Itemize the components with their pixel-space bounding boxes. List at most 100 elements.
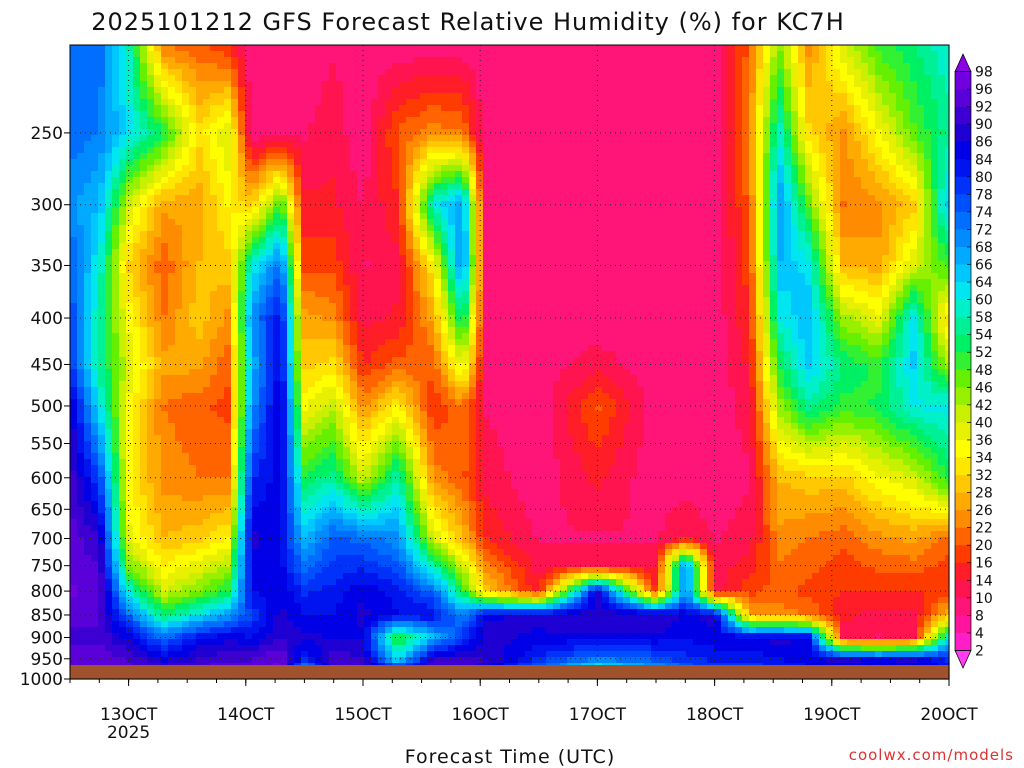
heatmap-cell (854, 243, 862, 250)
heatmap-cell (714, 225, 722, 232)
heatmap-cell (861, 63, 869, 70)
heatmap-cell (784, 147, 792, 154)
heatmap-cell (350, 267, 358, 274)
heatmap-cell (210, 243, 218, 250)
heatmap-cell (637, 195, 645, 202)
heatmap-cell (763, 219, 771, 226)
heatmap-cell (917, 51, 925, 58)
heatmap-cell (861, 213, 869, 220)
heatmap-cell (770, 195, 778, 202)
heatmap-cell (399, 135, 407, 142)
heatmap-cell (623, 63, 631, 70)
heatmap-cell (742, 273, 750, 280)
heatmap-cell (791, 111, 799, 118)
heatmap-cell (938, 129, 946, 136)
heatmap-cell (140, 165, 148, 172)
heatmap-cell (385, 189, 393, 196)
heatmap-cell (308, 87, 316, 94)
heatmap-cell (161, 45, 169, 52)
heatmap-cell (413, 153, 421, 160)
heatmap-cell (805, 183, 813, 190)
heatmap-cell (721, 57, 729, 64)
heatmap-cell (686, 201, 694, 208)
heatmap-cell (322, 99, 330, 106)
heatmap-cell (791, 123, 799, 130)
heatmap-cell (98, 129, 106, 136)
heatmap-cell (182, 141, 190, 148)
heatmap-cell (378, 219, 386, 226)
heatmap-cell (210, 81, 218, 88)
heatmap-cell (287, 165, 295, 172)
heatmap-cell (812, 195, 820, 202)
heatmap-cell (252, 237, 260, 244)
heatmap-cell (301, 267, 309, 274)
heatmap-cell (812, 99, 820, 106)
heatmap-cell (357, 81, 365, 88)
heatmap-cell (434, 123, 442, 130)
heatmap-cell (728, 171, 736, 178)
heatmap-cell (427, 261, 435, 268)
heatmap-cell (826, 183, 834, 190)
heatmap-cell (126, 45, 134, 52)
heatmap-cell (483, 87, 491, 94)
heatmap-cell (798, 63, 806, 70)
heatmap-cell (595, 165, 603, 172)
heatmap-cell (630, 45, 638, 52)
heatmap-cell (532, 243, 540, 250)
heatmap-cell (392, 117, 400, 124)
heatmap-cell (294, 123, 302, 130)
heatmap-cell (399, 255, 407, 262)
heatmap-cell (693, 195, 701, 202)
heatmap-cell (315, 105, 323, 112)
heatmap-cell (679, 75, 687, 82)
heatmap-cell (294, 201, 302, 208)
heatmap-cell (630, 183, 638, 190)
heatmap-cell (119, 81, 127, 88)
heatmap-cell (413, 255, 421, 262)
heatmap-cell (763, 45, 771, 52)
heatmap-cell (525, 51, 533, 58)
heatmap-cell (637, 45, 645, 52)
heatmap-cell (875, 123, 883, 130)
heatmap-cell (609, 213, 617, 220)
heatmap-cell (644, 195, 652, 202)
heatmap-cell (98, 111, 106, 118)
heatmap-cell (175, 147, 183, 154)
heatmap-cell (168, 189, 176, 196)
heatmap-cell (728, 255, 736, 262)
heatmap-cell (217, 255, 225, 262)
heatmap-cell (378, 45, 386, 52)
heatmap-cell (938, 219, 946, 226)
heatmap-cell (147, 99, 155, 106)
heatmap-cell (735, 99, 743, 106)
heatmap-cell (546, 141, 554, 148)
heatmap-cell (840, 225, 848, 232)
heatmap-cell (462, 177, 470, 184)
heatmap-cell (175, 87, 183, 94)
heatmap-cell (350, 255, 358, 262)
heatmap-cell (595, 171, 603, 178)
heatmap-cell (840, 57, 848, 64)
heatmap-cell (756, 93, 764, 100)
heatmap-cell (651, 231, 659, 238)
heatmap-cell (280, 75, 288, 82)
heatmap-cell (273, 93, 281, 100)
heatmap-cell (308, 249, 316, 256)
heatmap-cell (497, 195, 505, 202)
heatmap-cell (896, 177, 904, 184)
heatmap-cell (98, 57, 106, 64)
heatmap-cell (721, 189, 729, 196)
heatmap-cell (896, 231, 904, 238)
heatmap-cell (791, 57, 799, 64)
heatmap-cell (105, 237, 113, 244)
heatmap-cell (917, 87, 925, 94)
heatmap-cell (70, 69, 78, 76)
heatmap-cell (308, 51, 316, 58)
heatmap-cell (623, 117, 631, 124)
heatmap-cell (651, 75, 659, 82)
heatmap-cell (581, 249, 589, 256)
heatmap-cell (392, 219, 400, 226)
heatmap-cell (728, 201, 736, 208)
heatmap-cell (700, 69, 708, 76)
heatmap-cell (462, 141, 470, 148)
